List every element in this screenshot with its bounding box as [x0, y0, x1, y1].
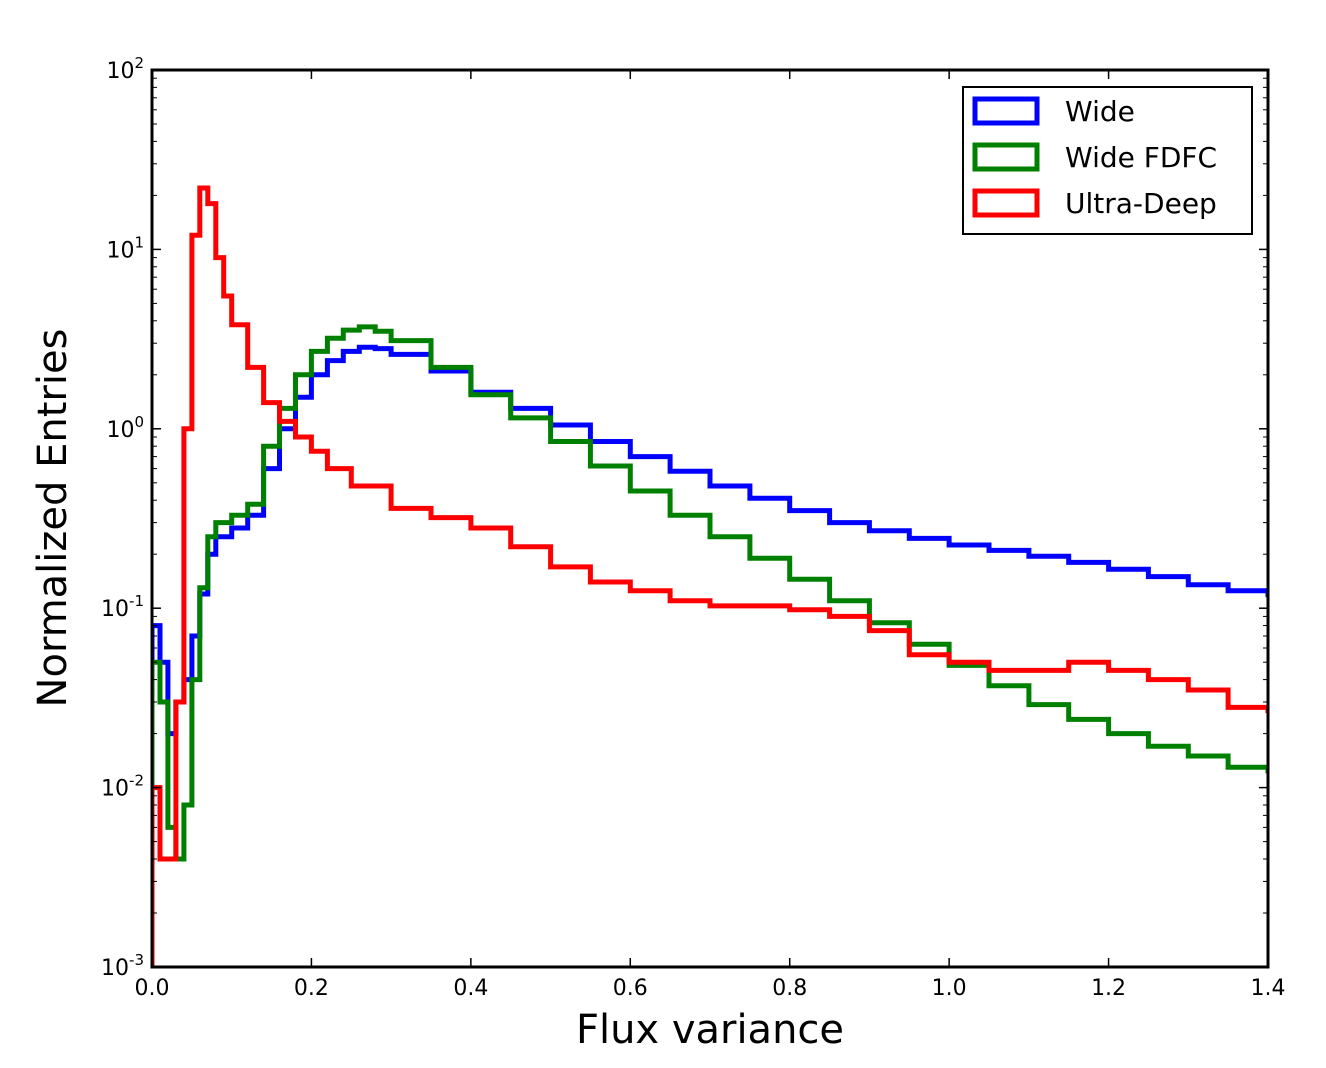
series-layer: [152, 185, 1268, 967]
x-tick-label: 1.4: [1251, 976, 1286, 1001]
x-axis-title: Flux variance: [576, 1007, 844, 1053]
x-axis: 0.0 0.2 0.4 0.6 0.8 1.0 1.2 1.4: [135, 70, 1286, 1001]
x-tick-label: 0.0: [135, 976, 170, 1001]
y-axis: 10-3 10-2 10-1 100 101 102: [101, 54, 1268, 981]
legend-label-2: Ultra-Deep: [1065, 187, 1217, 220]
legend: Wide Wide FDFC Ultra-Deep: [962, 86, 1253, 235]
legend-swatch-1: [972, 142, 1040, 172]
x-tick-label: 0.4: [453, 976, 488, 1001]
x-tick-label: 0.8: [772, 976, 807, 1001]
x-tick-label: 0.2: [294, 976, 329, 1001]
x-tick-label: 1.0: [932, 976, 967, 1001]
series-line-0: [152, 344, 1268, 967]
y-tick-label: 10-2: [101, 772, 144, 802]
series-line-2: [152, 185, 1268, 967]
x-tick-label: 1.2: [1091, 976, 1126, 1001]
series-line-1: [152, 324, 1268, 967]
y-tick-label: 102: [106, 54, 144, 84]
y-tick-label: 101: [106, 233, 144, 263]
y-tick-label: 100: [106, 413, 144, 443]
plot-frame: [150, 68, 1270, 969]
x-tick-label: 0.6: [613, 976, 648, 1001]
legend-label-0: Wide: [1065, 95, 1135, 128]
legend-label-1: Wide FDFC: [1065, 141, 1217, 174]
legend-swatch-0: [972, 96, 1040, 126]
legend-swatch-2: [972, 188, 1040, 218]
y-tick-label: 10-1: [101, 592, 144, 622]
y-axis-title: Normalized Entries: [30, 329, 76, 708]
y-tick-label: 10-3: [101, 951, 144, 981]
legend-box: [962, 86, 1253, 235]
